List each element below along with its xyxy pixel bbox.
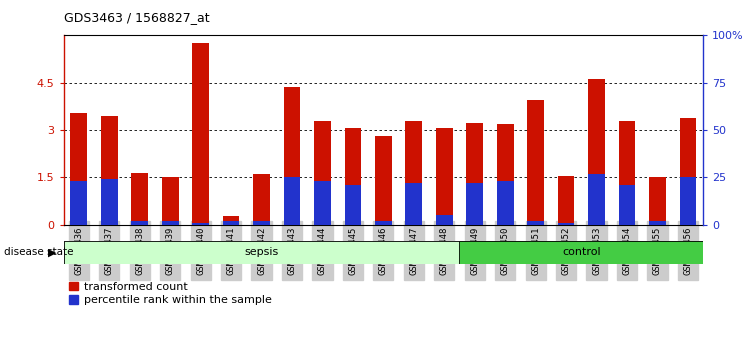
Bar (588, 174, 605, 225)
Bar (497, 124, 514, 225)
Bar (649, 221, 666, 225)
Text: GDS3463 / 1568827_at: GDS3463 / 1568827_at (64, 11, 209, 24)
Bar (375, 136, 392, 225)
Bar (70, 113, 88, 225)
Bar (345, 185, 361, 225)
Bar (436, 127, 453, 225)
Bar (101, 116, 117, 225)
Bar (619, 185, 635, 225)
Bar (283, 86, 301, 225)
FancyBboxPatch shape (64, 241, 459, 264)
Bar (162, 221, 179, 225)
Bar (253, 221, 270, 225)
Bar (223, 221, 239, 225)
Legend: transformed count, percentile rank within the sample: transformed count, percentile rank withi… (69, 282, 272, 305)
Bar (497, 181, 514, 225)
Bar (558, 177, 574, 225)
Bar (132, 173, 148, 225)
Bar (375, 221, 392, 225)
Bar (162, 177, 179, 225)
Bar (132, 221, 148, 225)
Bar (466, 123, 483, 225)
Bar (619, 121, 635, 225)
Bar (283, 177, 301, 225)
Text: ▶: ▶ (49, 247, 57, 257)
Bar (436, 215, 453, 225)
Bar (345, 127, 361, 225)
Text: sepsis: sepsis (245, 247, 279, 257)
Bar (70, 181, 88, 225)
Bar (558, 223, 574, 225)
Bar (405, 121, 422, 225)
Bar (223, 216, 239, 225)
Bar (679, 177, 696, 225)
Bar (253, 174, 270, 225)
Bar (527, 100, 544, 225)
Bar (314, 181, 331, 225)
Bar (101, 179, 117, 225)
Text: disease state: disease state (4, 247, 73, 257)
Bar (679, 118, 696, 225)
Text: control: control (562, 247, 601, 257)
Bar (649, 177, 666, 225)
Bar (527, 221, 544, 225)
Bar (466, 183, 483, 225)
Bar (405, 183, 422, 225)
Bar (192, 223, 209, 225)
Bar (588, 79, 605, 225)
FancyBboxPatch shape (459, 241, 703, 264)
Bar (314, 121, 331, 225)
Bar (192, 43, 209, 225)
FancyBboxPatch shape (64, 241, 703, 264)
